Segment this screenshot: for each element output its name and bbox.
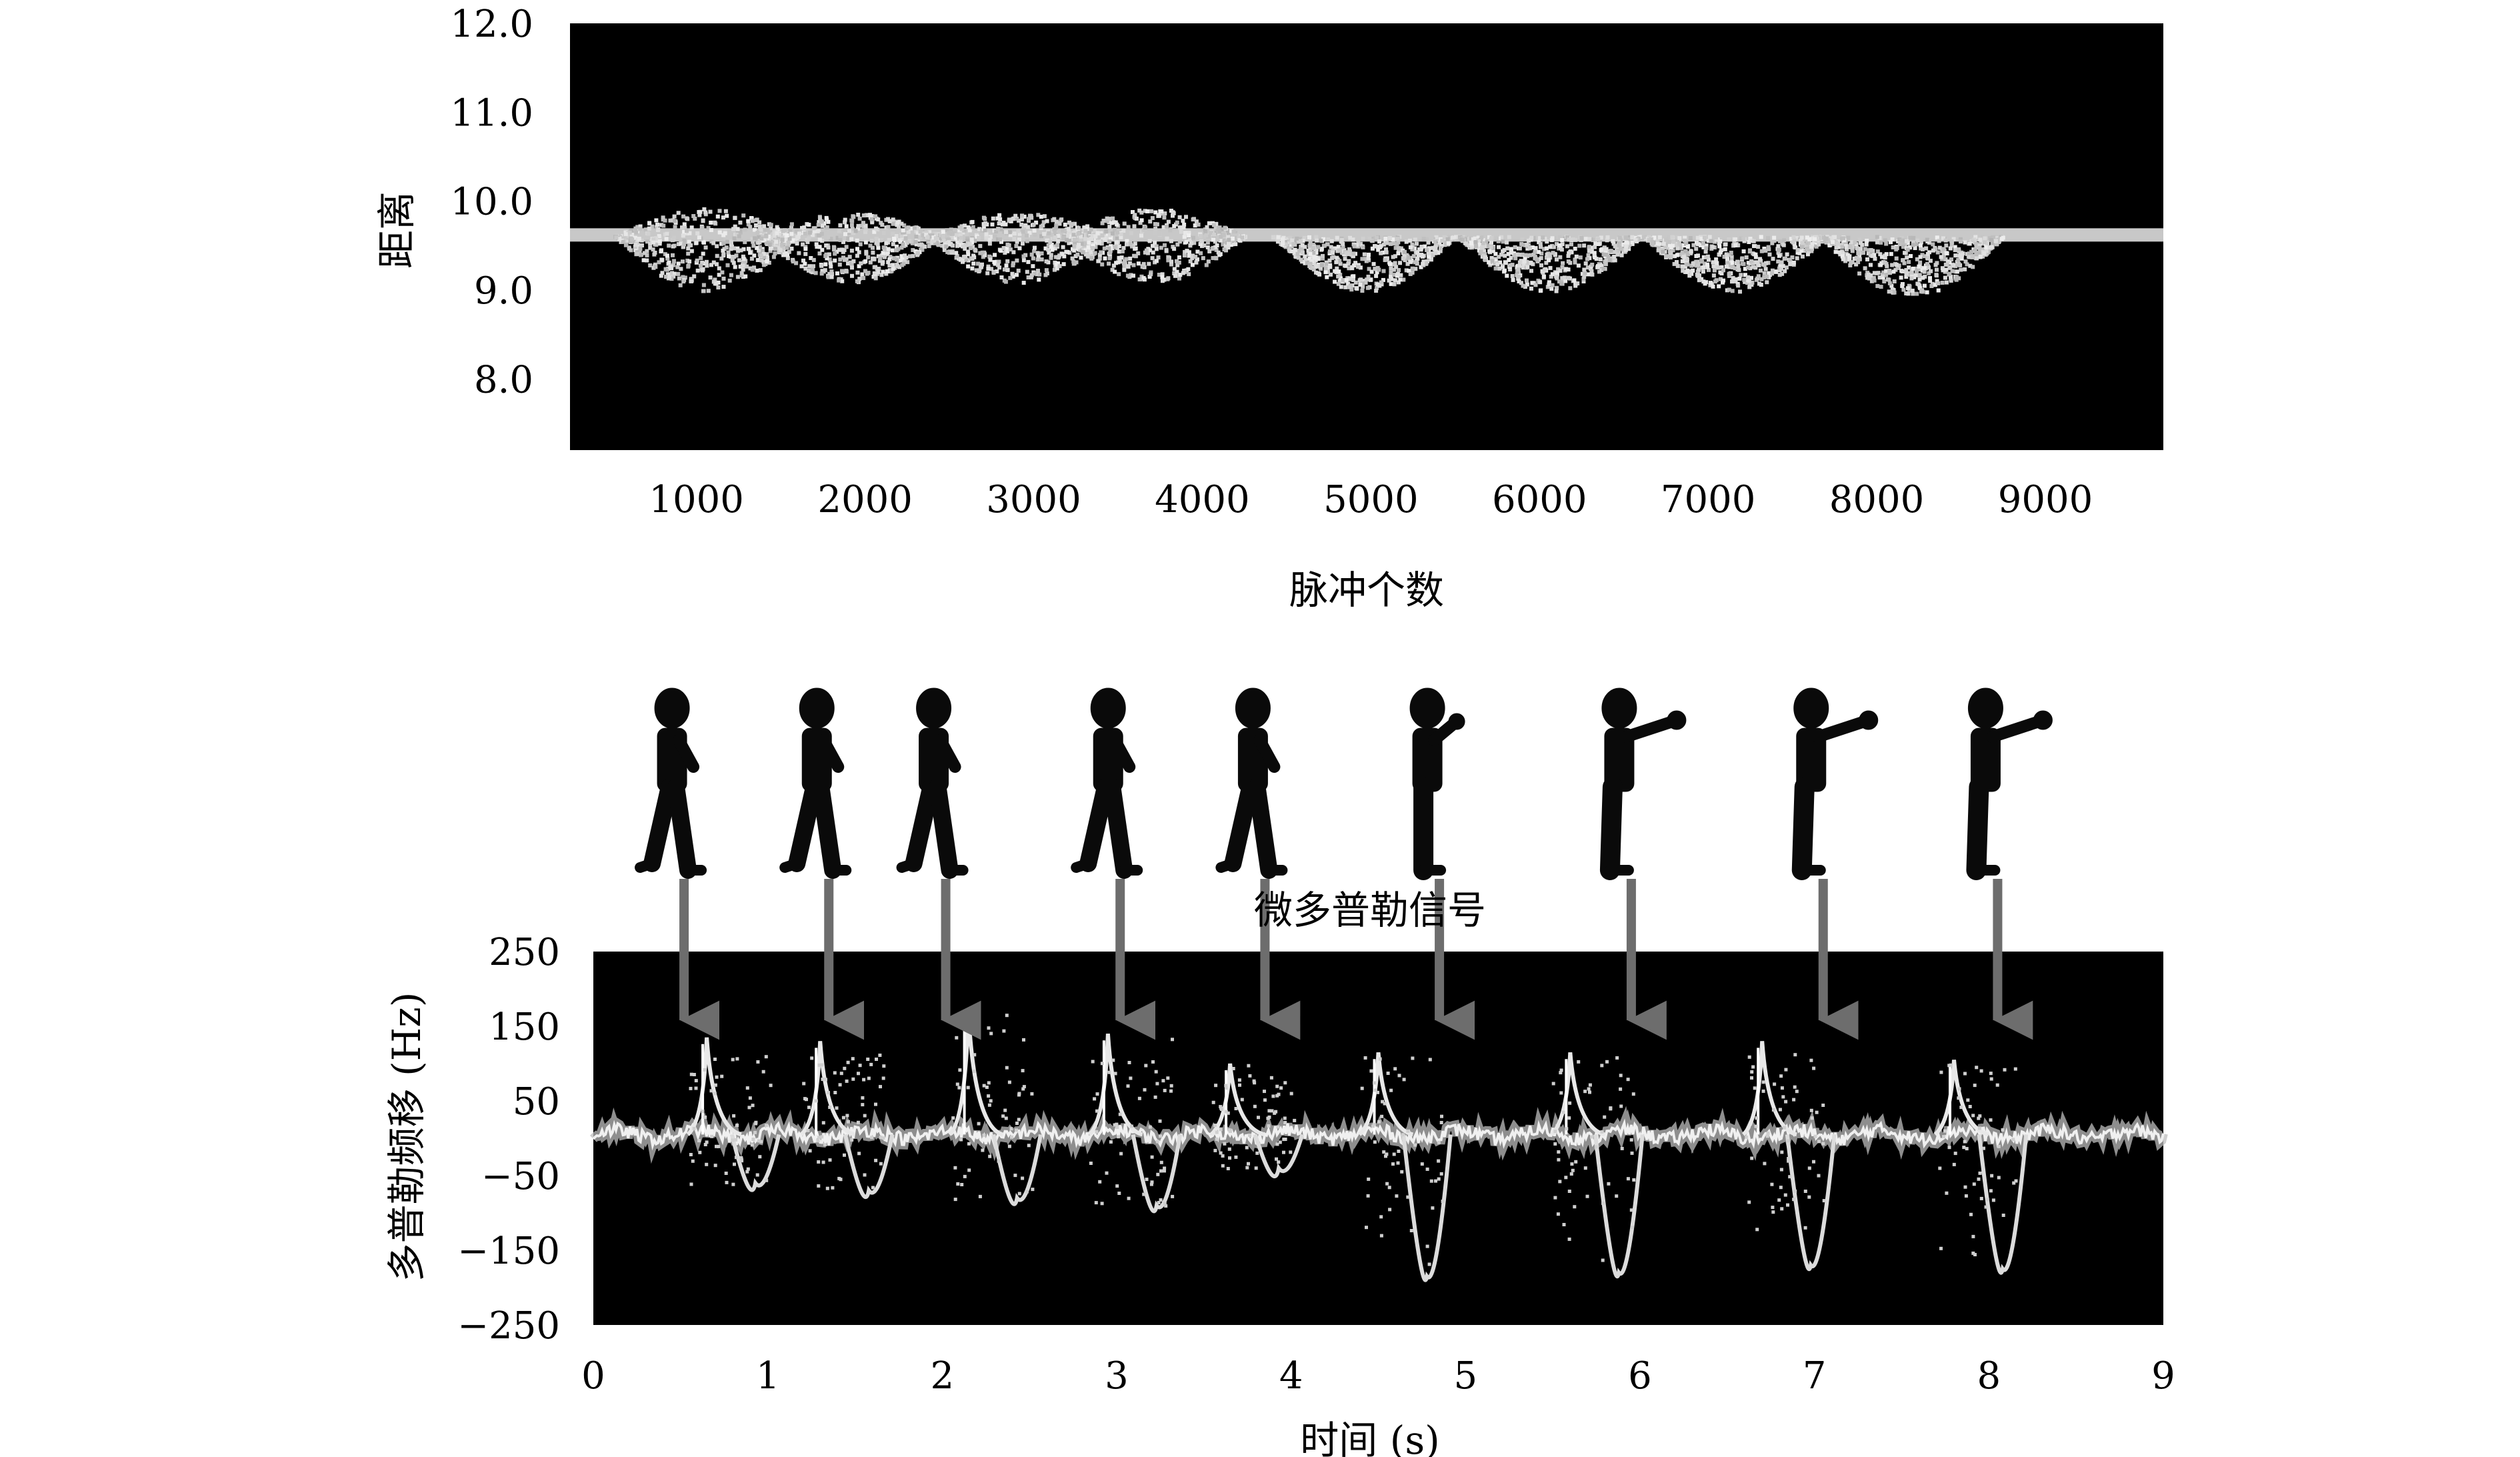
range-y-tick-label: 9.0	[474, 269, 533, 313]
doppler-y-tick-label: −250	[457, 1304, 560, 1348]
range-chart: 12.0 11.0 10.0 9.0 8.0 1000 2000 3000 4000 5000 6…	[374, 3, 2163, 613]
human-pose-silhouettes	[635, 687, 2053, 880]
micro-doppler-event	[1741, 1041, 1837, 1272]
range-swing	[1456, 235, 1644, 293]
pose-arrows	[679, 879, 2033, 1040]
doppler-zero-line	[592, 1118, 2165, 1151]
range-y-tick-label: 8.0	[474, 358, 533, 401]
range-x-tick-labels: 1000 2000 3000 4000 5000 6000 7000 8000 9000	[649, 478, 2093, 521]
doppler-x-tick-label: 7	[1803, 1354, 1827, 1398]
range-y-axis-label: 距离	[374, 191, 419, 269]
range-swing	[1271, 235, 1458, 293]
human-silhouette	[1599, 687, 1687, 880]
human-silhouette	[896, 687, 969, 879]
doppler-x-tick-label: 6	[1628, 1354, 1652, 1398]
micro-doppler-event	[1087, 1034, 1183, 1214]
range-y-tick-labels: 12.0 11.0 10.0 9.0 8.0	[450, 3, 533, 401]
range-y-tick-label: 11.0	[450, 91, 533, 135]
doppler-x-tick-label: 2	[931, 1354, 955, 1398]
range-x-tick-label: 3000	[986, 478, 1081, 521]
micro-doppler-event	[1209, 1063, 1305, 1178]
doppler-x-tick-label: 0	[581, 1354, 605, 1398]
range-y-tick-label: 10.0	[450, 181, 533, 224]
micro-doppler-event	[799, 1041, 895, 1200]
doppler-y-tick-label: −50	[481, 1155, 560, 1198]
micro-doppler-event	[1549, 1052, 1645, 1279]
doppler-chart: 微多普勒信号 250 150 50 −50 −150 −250 0 1 2 3 4 5 6 7 8 9 时间…	[384, 687, 2175, 1457]
micro-doppler-annotation: 微多普勒信号	[1254, 888, 1486, 933]
micro-doppler-event	[1358, 1052, 1453, 1282]
range-x-tick-label: 5000	[1323, 478, 1419, 521]
range-x-tick-label: 7000	[1661, 478, 1756, 521]
doppler-x-tick-label: 8	[1977, 1354, 2001, 1398]
doppler-y-axis-label: 多普勒频移 (Hz)	[384, 992, 429, 1282]
human-silhouette	[779, 687, 852, 879]
range-x-tick-label: 4000	[1155, 478, 1250, 521]
range-swing	[925, 213, 1113, 285]
doppler-x-tick-label: 4	[1279, 1354, 1303, 1398]
doppler-y-tick-labels: 250 150 50 −50 −150 −250	[457, 931, 560, 1348]
doppler-x-tick-label: 3	[1105, 1354, 1129, 1398]
human-silhouette	[1215, 687, 1288, 879]
range-swing	[1641, 235, 1829, 294]
range-x-tick-label: 9000	[1998, 478, 2093, 521]
human-silhouette	[1966, 687, 2053, 880]
doppler-y-tick-label: 250	[489, 931, 560, 974]
range-swing	[1060, 208, 1247, 283]
range-x-axis-label: 脉冲个数	[1289, 567, 1444, 613]
micro-doppler-event	[1933, 1060, 2029, 1275]
range-x-tick-label: 6000	[1492, 478, 1587, 521]
human-silhouette	[1409, 687, 1465, 880]
doppler-y-tick-label: 50	[513, 1080, 560, 1124]
range-x-tick-label: 2000	[817, 478, 913, 521]
doppler-y-tick-label: −150	[457, 1230, 560, 1273]
doppler-x-axis-label: 时间 (s)	[1300, 1418, 1439, 1457]
doppler-y-tick-label: 150	[489, 1006, 560, 1049]
human-silhouette	[635, 687, 707, 879]
doppler-x-tick-labels: 0 1 2 3 4 5 6 7 8 9	[581, 1354, 2175, 1398]
range-swing	[1819, 235, 2005, 296]
doppler-x-tick-label: 9	[2151, 1354, 2175, 1398]
human-silhouette	[1791, 687, 1879, 880]
doppler-x-tick-label: 1	[756, 1354, 780, 1398]
range-x-tick-label: 1000	[649, 478, 744, 521]
range-trace	[570, 207, 2163, 296]
range-x-tick-label: 8000	[1829, 478, 1925, 521]
human-silhouette	[1071, 687, 1143, 879]
doppler-x-tick-label: 5	[1454, 1354, 1478, 1398]
range-y-tick-label: 12.0	[450, 3, 533, 46]
